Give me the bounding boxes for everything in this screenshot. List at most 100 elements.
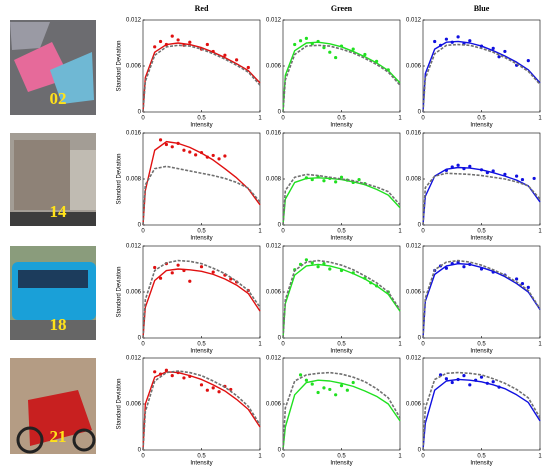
x-tick-label: 1 xyxy=(398,454,402,460)
x-axis-label: Intensity xyxy=(330,461,352,467)
image-label: 18 xyxy=(50,315,67,334)
data-point xyxy=(217,157,220,160)
data-point xyxy=(322,386,325,389)
x-tick-label: 0.5 xyxy=(337,229,346,235)
data-point xyxy=(159,40,162,43)
reference-curve xyxy=(423,45,540,112)
x-axis-label: Intensity xyxy=(470,349,492,355)
x-tick-label: 0 xyxy=(141,116,145,122)
y-tick-label: 0.016 xyxy=(126,131,142,137)
x-tick-label: 0 xyxy=(421,454,425,460)
y-tick-label: 0.006 xyxy=(406,290,422,296)
x-tick-label: 0 xyxy=(281,116,285,122)
y-axis-label: Standard Deviation xyxy=(117,153,123,204)
fit-curve xyxy=(423,264,540,338)
fit-curve xyxy=(283,264,400,338)
plot-frame xyxy=(423,246,540,338)
data-point xyxy=(223,154,226,157)
data-point xyxy=(194,153,197,156)
reference-curve xyxy=(283,261,400,338)
data-point xyxy=(153,266,156,269)
x-axis-label: Intensity xyxy=(190,349,212,355)
data-point xyxy=(497,55,500,58)
y-tick-label: 0.006 xyxy=(126,290,142,296)
y-tick-label: 0.012 xyxy=(266,244,282,250)
data-point xyxy=(468,39,471,42)
y-tick-label: 0.012 xyxy=(126,18,142,24)
x-tick-label: 0 xyxy=(421,116,425,122)
data-point xyxy=(182,376,185,379)
x-tick-label: 0.5 xyxy=(477,454,486,460)
plot-frame xyxy=(283,358,400,450)
x-axis-label: Intensity xyxy=(470,236,492,242)
x-tick-label: 0.5 xyxy=(197,116,206,122)
data-point xyxy=(153,370,156,373)
y-tick-label: 0.006 xyxy=(406,64,422,70)
x-tick-label: 0.5 xyxy=(337,116,346,122)
plot-frame xyxy=(143,246,260,338)
y-tick-label: 0.012 xyxy=(266,18,282,24)
data-point xyxy=(334,180,337,183)
x-tick-label: 1 xyxy=(538,116,542,122)
column-title: Blue xyxy=(474,4,490,13)
data-point xyxy=(171,35,174,38)
data-point xyxy=(212,270,215,273)
x-tick-label: 0 xyxy=(421,342,425,348)
image-label: 02 xyxy=(50,89,67,108)
x-tick-label: 1 xyxy=(258,454,262,460)
figure: 0214182100.0060.01200.51IntensityStandar… xyxy=(0,0,550,470)
x-tick-label: 0 xyxy=(141,342,145,348)
x-tick-label: 0 xyxy=(281,454,285,460)
data-point xyxy=(322,179,325,182)
x-tick-label: 0 xyxy=(281,342,285,348)
data-point xyxy=(182,149,185,152)
plot-frame xyxy=(423,358,540,450)
y-tick-label: 0.006 xyxy=(266,402,282,408)
data-point xyxy=(206,389,209,392)
data-point xyxy=(340,384,343,387)
data-point xyxy=(457,164,460,167)
data-point xyxy=(217,390,220,393)
x-tick-label: 0.5 xyxy=(337,342,346,348)
data-point xyxy=(328,267,331,270)
fit-curve xyxy=(283,42,400,112)
fit-curve xyxy=(143,43,260,112)
reference-curve xyxy=(143,261,260,338)
x-tick-label: 1 xyxy=(538,229,542,235)
y-axis-label: Standard Deviation xyxy=(117,266,123,317)
data-point xyxy=(165,143,168,146)
data-point xyxy=(153,45,156,48)
fit-curve xyxy=(423,41,540,112)
y-tick-label: 0.006 xyxy=(126,64,142,70)
x-axis-label: Intensity xyxy=(470,461,492,467)
fit-curve xyxy=(283,178,400,225)
x-tick-label: 0 xyxy=(141,454,145,460)
data-point xyxy=(328,51,331,54)
reference-curve xyxy=(283,45,400,112)
image-label: 21 xyxy=(50,427,67,446)
data-point xyxy=(206,43,209,46)
x-axis-label: Intensity xyxy=(190,461,212,467)
x-tick-label: 1 xyxy=(258,342,262,348)
data-point xyxy=(311,382,314,385)
data-point xyxy=(188,280,191,283)
data-point xyxy=(305,37,308,40)
data-point xyxy=(188,150,191,153)
data-point xyxy=(445,377,448,380)
y-tick-label: 0.016 xyxy=(406,131,422,137)
data-point xyxy=(527,286,530,289)
data-point xyxy=(177,38,180,41)
data-point xyxy=(468,383,471,386)
plot-frame xyxy=(143,20,260,112)
y-tick-label: 0.012 xyxy=(126,244,142,250)
x-tick-label: 1 xyxy=(258,116,262,122)
data-point xyxy=(317,391,320,394)
data-point xyxy=(533,177,536,180)
y-tick-label: 0.016 xyxy=(266,131,282,137)
x-axis-label: Intensity xyxy=(330,349,352,355)
data-point xyxy=(515,277,518,280)
data-point xyxy=(200,265,203,268)
y-axis-label: Standard Deviation xyxy=(117,378,123,429)
data-point xyxy=(188,41,191,44)
y-tick-label: 0.012 xyxy=(406,356,422,362)
